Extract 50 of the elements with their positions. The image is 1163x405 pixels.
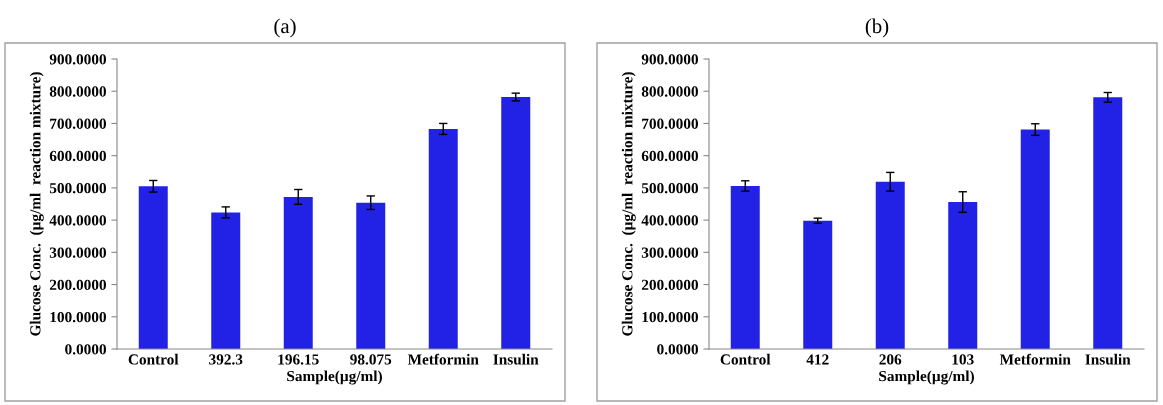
bar (501, 97, 531, 349)
y-tick-label: 100.0000 (50, 311, 106, 323)
y-tick-label: 400.0000 (49, 215, 106, 226)
y-tick-label: 500.0000 (641, 183, 698, 194)
y-tick-label: 600.0000 (49, 150, 106, 162)
x-tick-label: Control (128, 353, 179, 365)
bar (948, 202, 978, 349)
y-tick-label: 800.0000 (641, 86, 698, 97)
y-tick-label: 400.0000 (641, 215, 698, 226)
x-tick-label: Insulin (1085, 353, 1131, 365)
bar (283, 196, 313, 349)
bar (356, 202, 386, 349)
x-axis-title: Sample(µg/ml) (287, 370, 382, 385)
bar (875, 181, 905, 349)
y-tick-label: 900.0000 (49, 54, 106, 65)
y-tick-label: 600.0000 (641, 150, 698, 162)
x-tick-label: 103 (952, 354, 974, 365)
bar (803, 220, 833, 349)
y-tick-label: 800.0000 (49, 86, 106, 97)
bar (138, 186, 168, 349)
x-tick-label: Insulin (493, 353, 539, 365)
y-tick-label: 300.0000 (49, 247, 106, 258)
y-tick-label: 200.0000 (641, 279, 698, 291)
y-tick-label: 100.0000 (642, 311, 698, 323)
x-tick-label: 206 (879, 354, 902, 365)
y-tick-label: 200.0000 (49, 279, 106, 291)
x-tick-label: 98.075 (350, 354, 392, 365)
bar (730, 185, 760, 349)
x-tick-label: Metformin (999, 353, 1071, 365)
x-tick-label: Metformin (407, 353, 479, 365)
y-tick-label: 500.0000 (49, 183, 106, 194)
bar (1093, 97, 1123, 349)
chart-title: (a) (274, 18, 296, 38)
x-tick-label: 392.3 (209, 354, 243, 365)
bar (211, 212, 241, 349)
y-tick-label: 700.0000 (50, 118, 106, 129)
y-axis-title: Glucose Conc. (µg/ml reaction mixture) (621, 72, 636, 336)
x-tick-label: 196.15 (278, 354, 319, 365)
x-tick-label: Control (720, 353, 771, 365)
y-tick-label: 300.0000 (641, 247, 698, 258)
chart-title: (b) (865, 18, 889, 38)
y-tick-label: 700.0000 (642, 118, 698, 129)
y-tick-label: 0.0000 (657, 344, 698, 355)
y-tick-label: 0.0000 (65, 344, 106, 355)
x-tick-label: 412 (806, 354, 829, 365)
bar (1020, 129, 1050, 349)
y-tick-label: 900.0000 (641, 54, 698, 65)
x-axis-title: Sample(µg/ml) (879, 370, 974, 385)
y-axis-title: Glucose Conc. (µg/ml reaction mixture) (29, 72, 44, 336)
bar (428, 128, 458, 349)
